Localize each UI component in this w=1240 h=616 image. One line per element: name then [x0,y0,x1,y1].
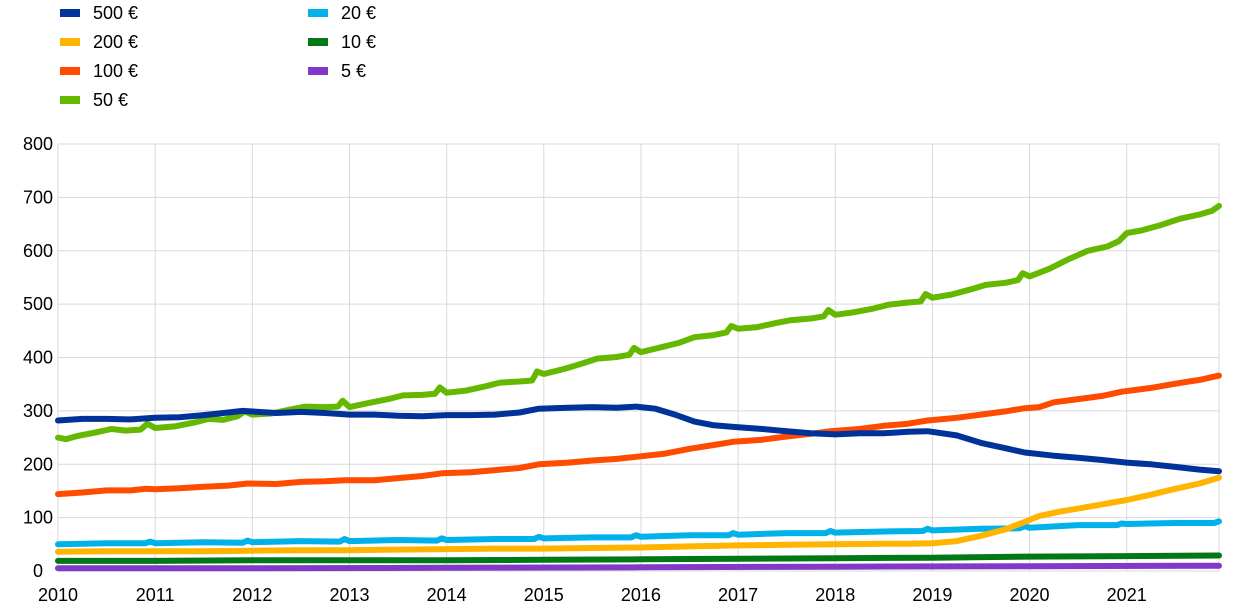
legend-swatch [60,96,80,104]
y-tick-label: 300 [23,401,53,421]
x-tick-label: 2020 [1010,585,1050,605]
legend-label: 50 € [93,90,128,110]
legend-label: 20 € [341,3,376,23]
x-tick-label: 2010 [38,585,78,605]
x-tick-label: 2012 [232,585,272,605]
legend-swatch [308,9,328,17]
x-tick-label: 2018 [815,585,855,605]
x-tick-label: 2017 [718,585,758,605]
grid-lines [57,143,1220,572]
y-tick-label: 400 [23,348,53,368]
y-tick-label: 800 [23,134,53,154]
legend: 500 € 200 € 100 € 50 € 20 € 10 € 5 € [60,3,376,110]
x-tick-label: 2011 [136,585,175,605]
legend-swatch [308,67,328,75]
legend-label: 5 € [341,61,366,81]
legend-label: 100 € [93,61,138,81]
x-tick-label: 2013 [329,585,369,605]
x-tick-label: 2016 [621,585,661,605]
x-tick-label: 2014 [427,585,467,605]
legend-swatch [60,9,80,17]
y-tick-label: 100 [23,508,53,528]
x-axis-ticks: 2010 2011 2012 2013 2014 2015 2016 2017 2018 2019… [38,585,1147,605]
legend-swatch [60,38,80,46]
series-line-2 [55,372,1222,498]
legend-swatch [308,38,328,46]
series-line-0 [55,403,1222,475]
y-axis-ticks: 0 100 200 300 400 500 600 700 800 [23,134,53,581]
legend-swatch [60,67,80,75]
legend-label: 500 € [93,3,138,23]
x-tick-label: 2015 [524,585,564,605]
legend-label: 200 € [93,32,138,52]
series-line-6 [55,562,1222,572]
x-tick-label: 2021 [1107,585,1147,605]
series-lines [55,202,1222,572]
legend-label: 10 € [341,32,376,52]
y-tick-label: 200 [23,454,53,474]
series-line-5 [55,552,1222,564]
y-tick-label: 700 [23,187,53,207]
y-tick-label: 0 [33,561,43,581]
x-tick-label: 2019 [912,585,952,605]
series-line-4 [55,518,1222,548]
y-tick-label: 500 [23,294,53,314]
series-line-1 [55,474,1222,555]
y-tick-label: 600 [23,241,53,261]
